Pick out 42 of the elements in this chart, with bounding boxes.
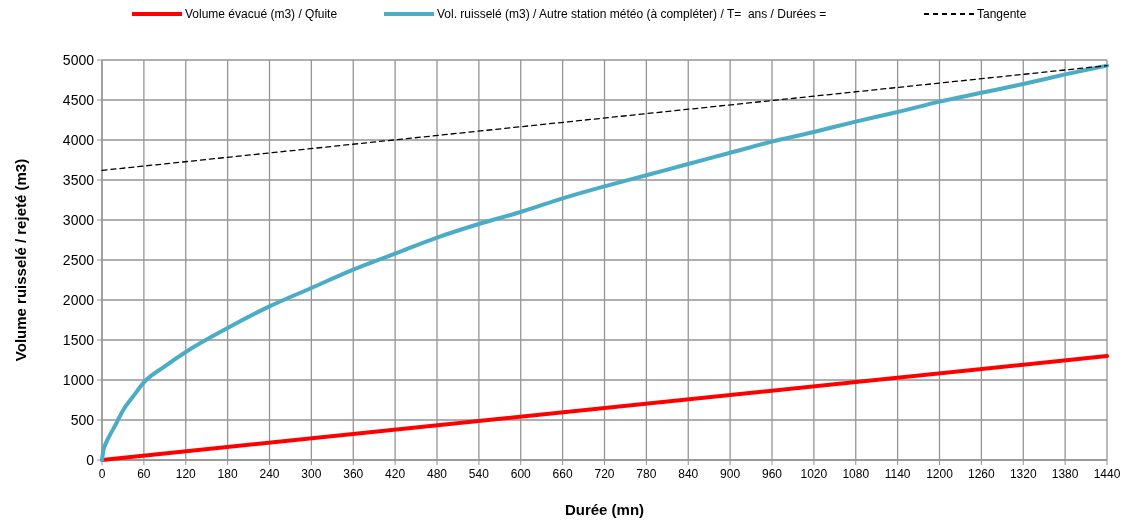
x-tick-label: 1020 [800,467,828,481]
x-tick-label: 540 [468,467,490,481]
x-tick-label: 120 [175,467,197,481]
x-tick-label: 1440 [1093,467,1121,481]
x-tick-label: 60 [137,467,151,481]
x-tick-label: 960 [761,467,783,481]
y-axis-title: Volume ruisselé / rejeté (m3) [12,158,29,362]
x-tick-label: 600 [510,467,532,481]
x-tick-label: 180 [217,467,238,481]
y-tick-label: 5000 [62,52,95,68]
x-tick-label: 420 [385,467,406,481]
x-tick-label: 0 [98,467,106,481]
x-tick-label: 360 [343,467,364,481]
x-tick-label: 720 [594,467,615,481]
y-tick-label: 2500 [62,252,95,268]
y-tick-label: 4000 [62,132,95,148]
x-tick-label: 240 [259,467,280,481]
x-tick-label: 1080 [842,467,870,481]
x-tick-label: 900 [720,467,741,481]
y-tick-label: 2000 [62,292,95,308]
x-tick-label: 660 [552,467,573,481]
x-tick-label: 780 [636,467,657,481]
x-axis-title: Durée (mn) [564,501,645,518]
legend-label: Volume évacué (m3) / Qfuite [185,7,338,21]
x-tick-label: 1140 [884,467,911,481]
legend-label: Vol. ruisselé (m3) / Autre station météo (à compléter) / T= ans / Durées = [437,7,827,21]
x-tick-label: 300 [301,467,322,481]
x-tick-label: 1320 [1009,467,1037,481]
y-tick-label: 3000 [62,212,95,228]
y-tick-label: 1000 [62,372,95,388]
legend-label: Tangente [977,7,1027,21]
x-tick-label: 840 [678,467,699,481]
line-series [100,63,1109,462]
x-tick-label: 1260 [968,467,996,481]
x-tick-label: 1200 [926,467,954,481]
y-tick-label: 4500 [62,92,95,108]
x-tick-label: 480 [426,467,448,481]
y-tick-label: 3500 [62,172,95,188]
y-tick-label: 500 [70,412,95,428]
x-tick-label: 1380 [1051,467,1079,481]
y-tick-label: 1500 [62,332,95,348]
y-tick-label: 0 [86,452,95,468]
